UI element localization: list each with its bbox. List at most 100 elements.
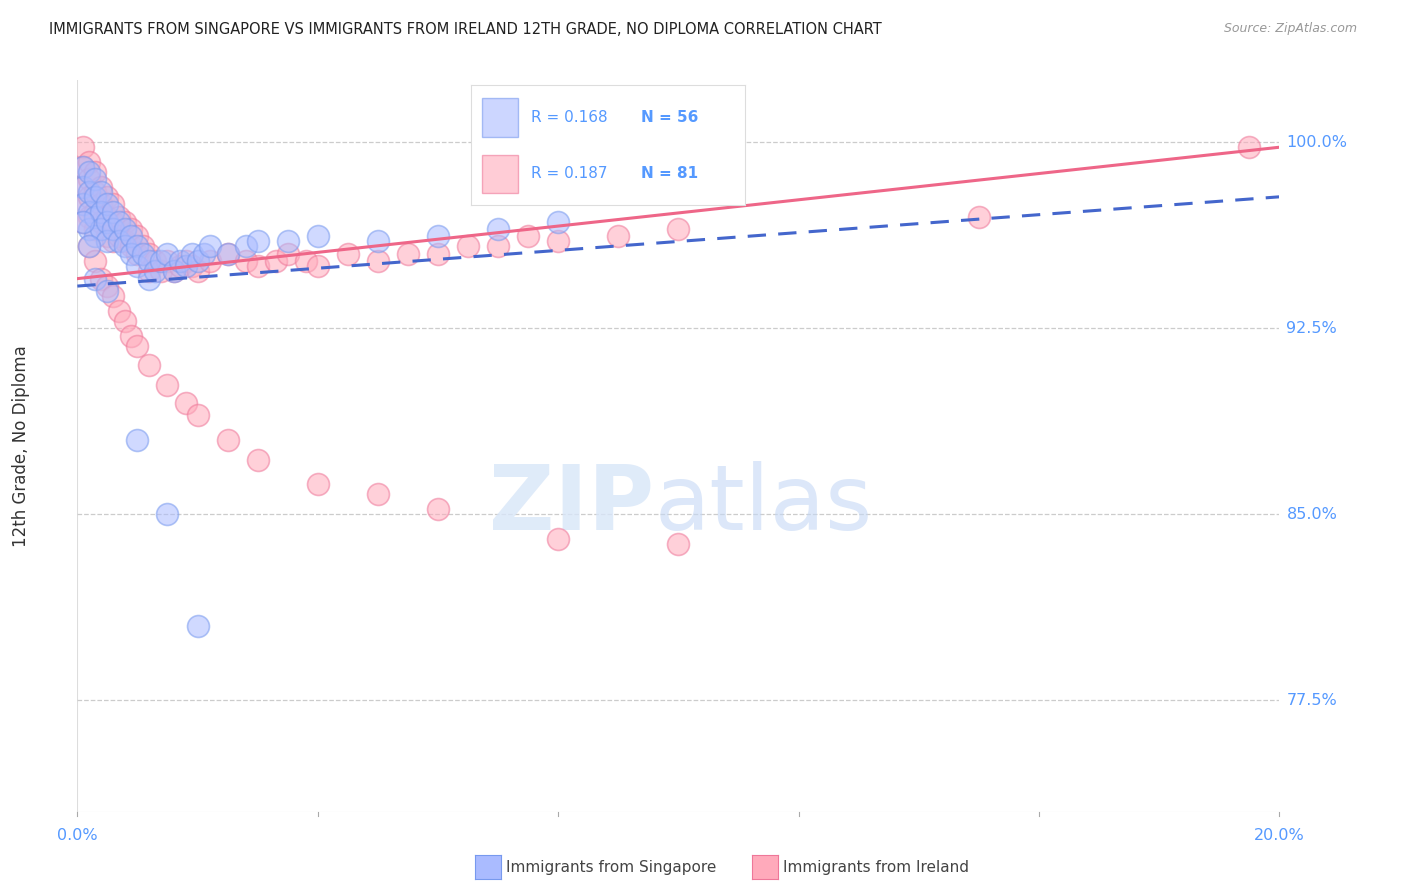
Text: R = 0.187: R = 0.187	[531, 166, 607, 181]
Point	[79, 155, 101, 169]
Point	[174, 259, 197, 273]
Point	[96, 210, 118, 224]
Point	[72, 197, 94, 211]
Point	[79, 190, 101, 204]
Point	[198, 254, 221, 268]
Point	[547, 532, 569, 546]
Point	[264, 254, 287, 268]
Text: 20.0%: 20.0%	[1254, 828, 1305, 843]
Point	[84, 190, 107, 204]
Point	[235, 239, 257, 253]
Point	[145, 264, 167, 278]
Point	[486, 239, 509, 253]
Point	[186, 408, 209, 422]
Point	[127, 259, 149, 273]
Point	[138, 359, 160, 373]
Text: 85.0%: 85.0%	[1286, 507, 1337, 522]
Point	[186, 254, 209, 268]
Point	[79, 239, 101, 253]
Point	[108, 210, 131, 224]
Text: Immigrants from Ireland: Immigrants from Ireland	[783, 860, 969, 874]
Point	[114, 235, 136, 249]
Point	[607, 229, 630, 244]
Point	[96, 279, 118, 293]
Point	[96, 214, 118, 228]
Point	[1239, 140, 1261, 154]
Point	[127, 239, 149, 253]
Point	[84, 185, 107, 199]
Point	[127, 338, 149, 352]
Point	[108, 229, 131, 244]
Point	[174, 395, 197, 409]
Text: 100.0%: 100.0%	[1286, 135, 1347, 150]
Text: Source: ZipAtlas.com: Source: ZipAtlas.com	[1223, 22, 1357, 36]
Point	[120, 247, 142, 261]
Point	[193, 247, 215, 261]
Point	[96, 229, 118, 244]
Point	[72, 180, 94, 194]
Point	[668, 537, 690, 551]
Point	[138, 271, 160, 285]
Bar	[482, 154, 517, 193]
Point	[96, 190, 118, 204]
Point	[96, 284, 118, 298]
Point	[103, 235, 125, 249]
Point	[90, 214, 112, 228]
Point	[120, 239, 142, 253]
Point	[127, 229, 149, 244]
Point	[246, 235, 269, 249]
Text: 92.5%: 92.5%	[1286, 321, 1337, 335]
Point	[132, 239, 155, 253]
Point	[103, 222, 125, 236]
Point	[84, 229, 107, 244]
Point	[156, 507, 179, 521]
Point	[547, 235, 569, 249]
Text: atlas: atlas	[654, 460, 873, 549]
Text: Immigrants from Singapore: Immigrants from Singapore	[506, 860, 717, 874]
Point	[103, 197, 125, 211]
Point	[84, 204, 107, 219]
Point	[367, 487, 389, 501]
Point	[217, 433, 239, 447]
Point	[427, 247, 450, 261]
Text: R = 0.168: R = 0.168	[531, 110, 607, 125]
Point	[169, 254, 191, 268]
Point	[79, 185, 101, 199]
Point	[138, 254, 160, 268]
Point	[103, 289, 125, 303]
Point	[72, 214, 94, 228]
Point	[120, 328, 142, 343]
Point	[79, 165, 101, 179]
Point	[235, 254, 257, 268]
Point	[90, 180, 112, 194]
Point	[120, 222, 142, 236]
Point	[103, 204, 125, 219]
Point	[150, 254, 173, 268]
Point	[79, 222, 101, 236]
Text: 0.0%: 0.0%	[58, 828, 97, 843]
Point	[132, 247, 155, 261]
Text: IMMIGRANTS FROM SINGAPORE VS IMMIGRANTS FROM IRELAND 12TH GRADE, NO DIPLOMA CORR: IMMIGRANTS FROM SINGAPORE VS IMMIGRANTS …	[49, 22, 882, 37]
Text: 77.5%: 77.5%	[1286, 693, 1337, 707]
Point	[145, 254, 167, 268]
Point	[90, 197, 112, 211]
Point	[72, 160, 94, 174]
Point	[427, 229, 450, 244]
Point	[72, 197, 94, 211]
Text: N = 81: N = 81	[641, 166, 699, 181]
Point	[486, 222, 509, 236]
Point	[84, 271, 107, 285]
Point	[90, 271, 112, 285]
Point	[103, 214, 125, 228]
Point	[336, 247, 359, 261]
Point	[108, 214, 131, 228]
Point	[72, 180, 94, 194]
Point	[427, 502, 450, 516]
Point	[84, 254, 107, 268]
Point	[156, 378, 179, 392]
Point	[277, 235, 299, 249]
Point	[90, 185, 112, 199]
Point	[186, 619, 209, 633]
Point	[114, 239, 136, 253]
Point	[127, 433, 149, 447]
